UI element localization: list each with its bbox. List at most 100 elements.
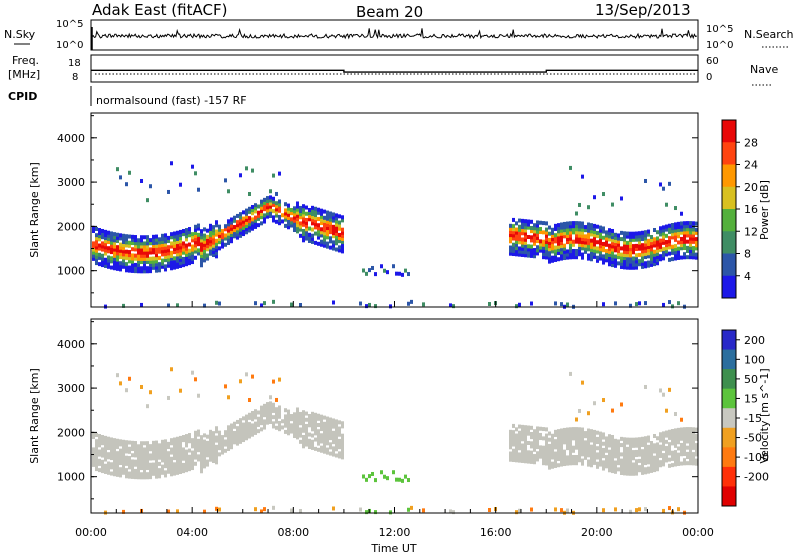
- power-cell: [401, 272, 404, 277]
- velocity-cell: [140, 472, 143, 477]
- power-cell: [92, 250, 95, 255]
- velocity-cell: [563, 437, 566, 442]
- power-cell: [584, 228, 587, 233]
- power-cell: [569, 165, 572, 170]
- velocity-cell: [143, 472, 146, 477]
- power-cell: [209, 245, 212, 250]
- power-cell: [542, 221, 545, 226]
- velocity-cell: [320, 423, 323, 428]
- velocity-cell: [599, 453, 602, 458]
- velocity-cell: [542, 445, 545, 450]
- cpid-strip: CPID normalsound (fast) -157 RF: [8, 86, 247, 107]
- power-cell: [122, 255, 125, 260]
- velocity-cell: [284, 414, 287, 419]
- power-cell: [140, 178, 143, 183]
- power-cell: [191, 164, 194, 169]
- velocity-cell: [614, 454, 617, 459]
- power-cell: [578, 249, 581, 254]
- velocity-cell: [173, 449, 176, 454]
- velocity-cell: [155, 440, 158, 445]
- velocity-cell: [119, 451, 122, 456]
- power-cell: [158, 265, 161, 270]
- power-cell: [101, 256, 104, 261]
- velocity-cell: [275, 425, 278, 430]
- velocity-cell: [695, 427, 698, 432]
- velocity-cell: [155, 474, 158, 479]
- velocity-cell: [683, 448, 686, 453]
- velocity-cell: [665, 433, 668, 438]
- velocity-cell: [620, 470, 623, 475]
- power-cell: [179, 182, 182, 187]
- velocity-cell: [554, 463, 557, 468]
- power-cell: [194, 171, 197, 176]
- velocity-cell: [602, 466, 605, 471]
- colorbar-segment: [722, 231, 736, 254]
- power-cell: [632, 256, 635, 261]
- power-cell: [329, 230, 332, 235]
- velocity-cell: [212, 459, 215, 464]
- velocity-cell: [644, 436, 647, 441]
- velocity-cell: [323, 437, 326, 442]
- power-cell: [566, 224, 569, 229]
- power-cell: [194, 227, 197, 232]
- power-cell: [524, 219, 527, 224]
- power-cell: [119, 233, 122, 238]
- power-cell: [623, 237, 626, 242]
- power-cell: [578, 242, 581, 247]
- power-cell: [236, 226, 239, 231]
- power-cell: [143, 253, 146, 258]
- power-cell: [578, 252, 581, 257]
- velocity-cell: [320, 420, 323, 425]
- velocity-cell: [659, 460, 662, 465]
- power-cell: [596, 234, 599, 239]
- velocity-cell: [569, 439, 572, 444]
- power-cell: [128, 256, 131, 261]
- velocity-cell: [326, 432, 329, 437]
- velocity-cell: [524, 449, 527, 454]
- power-cell: [599, 253, 602, 258]
- velocity-cell: [311, 442, 314, 447]
- power-cell: [329, 223, 332, 228]
- velocity-cell: [587, 411, 590, 416]
- power-cell: [647, 232, 650, 237]
- power-cell: [605, 252, 608, 257]
- power-cell: [122, 258, 125, 263]
- power-cell: [137, 238, 140, 243]
- velocity-cell: [290, 417, 293, 422]
- power-cell: [269, 207, 272, 212]
- velocity-cell: [647, 438, 650, 443]
- power-cell: [182, 256, 185, 261]
- power-cell: [245, 166, 248, 171]
- velocity-cell: [650, 441, 653, 446]
- velocity-cell: [158, 474, 161, 479]
- velocity-cell: [284, 423, 287, 428]
- power-cell: [179, 239, 182, 244]
- velocity-cell: [611, 459, 614, 464]
- velocity-cell: [272, 405, 275, 410]
- velocity-cell: [170, 450, 173, 455]
- velocity-cell: [209, 457, 212, 462]
- velocity-cell: [119, 381, 122, 386]
- power-cell: [539, 230, 542, 235]
- power-cell: [569, 249, 572, 254]
- power-cell: [605, 258, 608, 263]
- velocity-cell: [119, 448, 122, 453]
- velocity-cell: [644, 445, 647, 450]
- colorbar-segment: [722, 330, 736, 351]
- power-cell: [185, 246, 188, 251]
- power-cell: [581, 252, 584, 257]
- power-cell: [134, 262, 137, 267]
- velocity-cell: [611, 434, 614, 439]
- velocity-cell: [119, 461, 122, 466]
- velocity-cell: [203, 448, 206, 453]
- power-cell: [599, 256, 602, 261]
- power-cell: [317, 207, 320, 212]
- power-cell: [311, 212, 314, 217]
- power-cell: [620, 230, 623, 235]
- velocity-cell: [341, 455, 344, 460]
- power-cell: [341, 249, 344, 254]
- power-cell: [278, 214, 281, 219]
- velocity-cell: [170, 472, 173, 477]
- velocity-cell: [191, 466, 194, 471]
